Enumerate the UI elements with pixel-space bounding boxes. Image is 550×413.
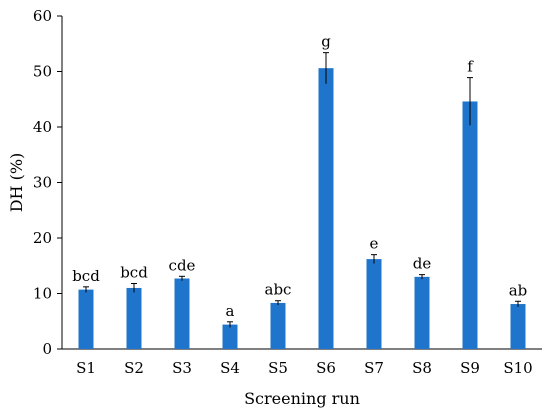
- bar-s1: [78, 289, 94, 349]
- y-tick-label: 30: [33, 174, 52, 192]
- significance-label: g: [321, 33, 331, 51]
- significance-label: bcd: [120, 264, 148, 282]
- bar-s3: [174, 278, 190, 349]
- x-tick-label: S2: [124, 359, 144, 377]
- significance-label: e: [370, 235, 379, 253]
- x-axis-title: Screening run: [244, 389, 360, 408]
- x-tick-label: S4: [220, 359, 240, 377]
- y-tick-label: 10: [33, 285, 52, 303]
- x-tick-label: S10: [503, 359, 532, 377]
- x-tick-label: S6: [316, 359, 336, 377]
- x-tick-label: S8: [412, 359, 432, 377]
- y-tick-label: 50: [33, 63, 52, 81]
- x-tick-label: S3: [172, 359, 192, 377]
- y-axis-title: DH (%): [7, 153, 26, 213]
- bar-s2: [126, 287, 142, 349]
- x-tick-label: S9: [460, 359, 480, 377]
- significance-label: a: [226, 302, 235, 320]
- y-tick-label: 20: [33, 229, 52, 247]
- x-ticks: S1 S2 S3 S4 S5 S6 S7 S8 S9 S10: [76, 359, 533, 377]
- significance-label: abc: [265, 281, 292, 299]
- bar-s9: [462, 101, 478, 349]
- significance-label: cde: [169, 256, 196, 274]
- bars: bcd bcd cde a abc g e de f ab: [72, 33, 528, 350]
- bar-s7: [366, 259, 382, 349]
- y-ticks: 0 10 20 30 40 50 60: [33, 7, 62, 358]
- x-tick-label: S7: [364, 359, 384, 377]
- x-tick-label: S5: [268, 359, 288, 377]
- x-tick-label: S1: [76, 359, 96, 377]
- y-tick-label: 0: [42, 340, 52, 358]
- bar-s5: [270, 302, 286, 349]
- bar-s10: [510, 304, 526, 349]
- bar-s6: [318, 68, 334, 350]
- significance-label: ab: [509, 281, 528, 299]
- significance-label: bcd: [72, 267, 100, 285]
- y-tick-label: 40: [33, 118, 52, 136]
- significance-label: f: [467, 58, 474, 76]
- significance-label: de: [413, 255, 432, 273]
- y-tick-label: 60: [33, 7, 52, 25]
- bar-s4: [222, 324, 238, 349]
- bar-s8: [414, 276, 430, 349]
